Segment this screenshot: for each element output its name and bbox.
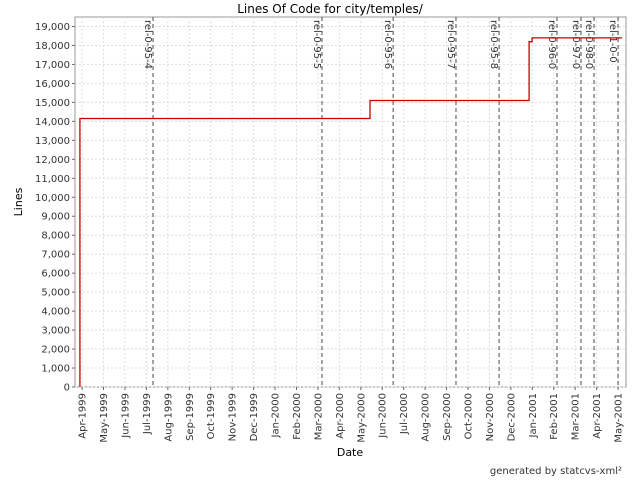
release-label: rel-0-95-8 <box>488 20 499 69</box>
x-tick-label: Jun-2000 <box>378 393 389 439</box>
y-tick-label: 1,000 <box>41 364 70 375</box>
y-tick-label: 19,000 <box>35 22 70 33</box>
chart-title: Lines Of Code for city/temples/ <box>237 2 424 16</box>
y-tick-label: 2,000 <box>41 345 70 356</box>
release-label: rel-0-97-0 <box>570 20 581 69</box>
y-tick-label: 4,000 <box>41 307 70 318</box>
x-tick-label: Apr-2000 <box>335 393 346 439</box>
x-tick-label: Jan-2000 <box>271 393 282 438</box>
release-label: rel-0-95-7 <box>445 20 456 69</box>
y-tick-label: 0 <box>64 383 70 394</box>
y-tick-label: 6,000 <box>41 269 70 280</box>
y-tick-label: 13,000 <box>35 136 70 147</box>
x-tick-label: May-2001 <box>614 393 625 443</box>
y-tick-label: 9,000 <box>41 212 70 223</box>
y-tick-label: 11,000 <box>35 174 70 185</box>
x-tick-label: Feb-2000 <box>292 393 303 440</box>
x-tick-label: Aug-2000 <box>421 393 432 442</box>
x-tick-label: Nov-1999 <box>228 393 239 441</box>
x-tick-label: Dec-1999 <box>249 393 260 441</box>
y-tick-label: 10,000 <box>35 193 70 204</box>
release-label: rel-0-95-5 <box>311 20 322 69</box>
footer: generated by statcvs-xml² <box>490 466 622 477</box>
x-tick-label: Oct-1999 <box>206 393 217 439</box>
plot-area <box>74 16 627 388</box>
release-label: rel-1-0-0 <box>607 20 618 63</box>
x-tick-label: Oct-2000 <box>463 393 474 439</box>
release-label: rel-0-96-0 <box>546 20 557 69</box>
x-tick-label: Jan-2001 <box>528 393 539 438</box>
x-tick-label: Jul-2000 <box>399 393 410 435</box>
y-tick-label: 7,000 <box>41 250 70 261</box>
x-tick-label: Mar-2001 <box>571 393 582 440</box>
y-tick-label: 15,000 <box>35 98 70 109</box>
y-tick-label: 17,000 <box>35 60 70 71</box>
x-tick-label: May-2000 <box>356 393 367 443</box>
release-label: rel-0-95-6 <box>382 20 393 69</box>
y-tick-label: 8,000 <box>41 231 70 242</box>
x-tick-label: Apr-1999 <box>78 393 89 439</box>
x-tick-label: Apr-2001 <box>592 393 603 439</box>
y-tick-label: 5,000 <box>41 288 70 299</box>
y-tick-label: 14,000 <box>35 117 70 128</box>
y-tick-label: 12,000 <box>35 155 70 166</box>
x-tick-label: May-1999 <box>99 393 110 443</box>
x-tick-label: Sep-1999 <box>185 393 196 441</box>
x-tick-label: Mar-2000 <box>313 393 324 440</box>
x-tick-label: Sep-2000 <box>442 393 453 441</box>
y-axis-label: Lines <box>12 187 25 216</box>
y-tick-label: 18,000 <box>35 41 70 52</box>
x-tick-label: Nov-2000 <box>485 393 496 441</box>
release-label: rel-0-98-0 <box>583 20 594 69</box>
y-tick-label: 16,000 <box>35 79 70 90</box>
x-tick-label: Dec-2000 <box>506 393 517 441</box>
x-tick-label: Jul-1999 <box>142 393 153 435</box>
x-axis-label: Date <box>337 446 364 459</box>
x-tick-label: Jun-1999 <box>120 393 131 439</box>
x-tick-label: Aug-1999 <box>163 393 174 442</box>
x-tick-label: Feb-2001 <box>549 393 560 440</box>
line <box>79 37 623 387</box>
y-tick-label: 3,000 <box>41 326 70 337</box>
release-label: rel-0-95-4 <box>142 20 153 69</box>
